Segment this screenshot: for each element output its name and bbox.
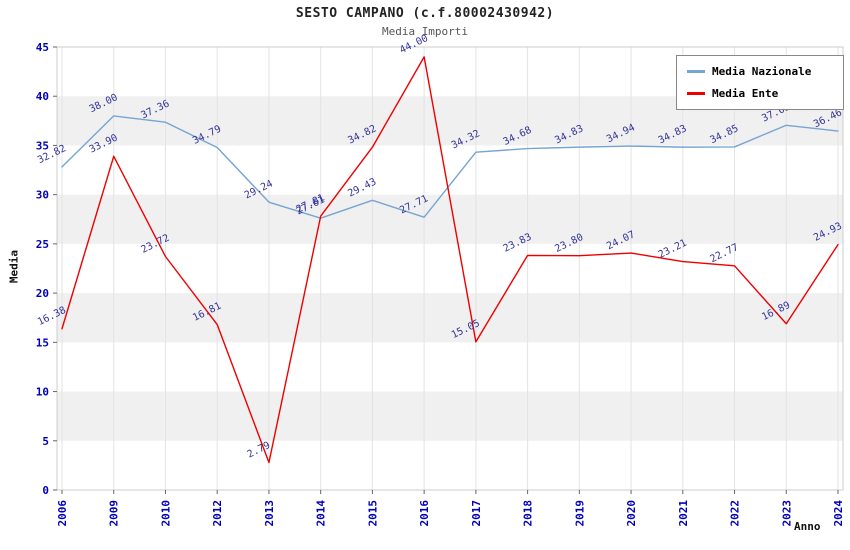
x-tick-label: 2010 [159,500,172,527]
y-tick-label: 25 [36,238,49,251]
chart-subtitle: Media Importi [381,25,469,38]
legend-line-swatch [687,92,705,95]
plot-band [57,391,843,441]
x-tick-label: 2009 [108,500,121,527]
legend-label: Media Ente [712,87,779,100]
x-tick-label: 2017 [470,500,483,527]
plot-band [57,293,843,343]
x-tick-label: 2023 [780,500,793,527]
chart-title: SESTO CAMPANO (c.f.80002430942) [295,6,555,21]
y-tick-label: 0 [42,484,49,497]
x-tick-label: 2014 [315,500,328,527]
series-line-media-ente [61,56,839,464]
point-label: 22.77 [708,242,740,265]
legend-label: Media Nazionale [712,65,812,78]
x-tick-label: 2012 [211,500,224,527]
x-tick-label: 2019 [573,500,586,527]
y-axis-label: Media [7,249,21,284]
x-tick-label: 2006 [56,500,69,527]
legend: Media Nazionale Media Ente [676,55,844,110]
x-tick-label: 2013 [263,500,276,527]
legend-entry-media-ente: Media Ente [687,87,833,100]
x-tick-label: 2015 [366,500,379,527]
legend-line-swatch [687,70,705,73]
x-tick-label: 2022 [729,500,742,527]
x-tick-label: 2024 [832,500,845,527]
y-tick-label: 20 [36,287,49,300]
x-tick-label: 2016 [418,500,431,527]
x-tick-label: 2021 [677,500,690,527]
y-tick-label: 15 [36,336,49,349]
x-tick-label: 2018 [522,500,535,527]
y-tick-label: 40 [36,90,49,103]
plot-border [56,46,844,491]
series-line-media-nazionale [61,115,839,219]
y-tick-label: 30 [36,189,49,202]
x-tick-label: 2020 [625,500,638,527]
y-tick-label: 45 [36,41,49,54]
y-tick-label: 10 [36,386,49,399]
y-tick-label: 5 [42,435,49,448]
legend-entry-media-nazionale: Media Nazionale [687,65,833,78]
y-tick-label: 35 [36,139,49,152]
point-label: 2.79 [246,440,272,460]
x-axis-label: Anno [794,520,821,533]
